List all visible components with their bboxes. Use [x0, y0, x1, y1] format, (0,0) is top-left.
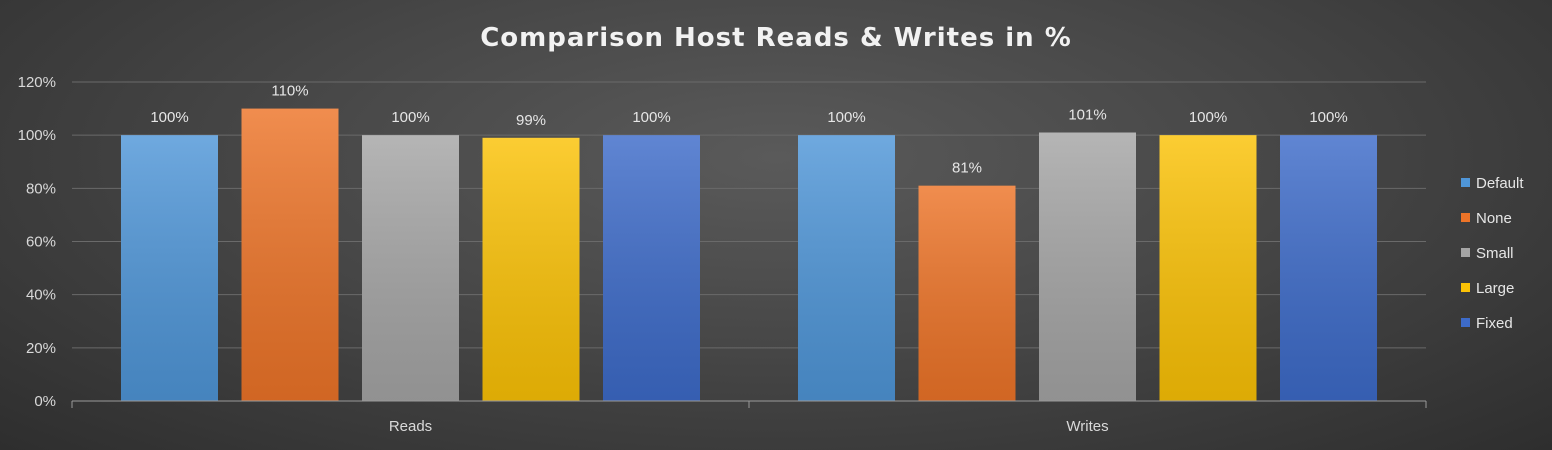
data-label: 101%	[1068, 107, 1106, 124]
y-tick-label: 40%	[26, 287, 56, 304]
data-label: 100%	[150, 109, 188, 126]
legend-swatch	[1461, 283, 1470, 292]
bar-shading	[1039, 132, 1136, 401]
data-label: 81%	[952, 160, 982, 177]
bar-shading	[121, 135, 218, 401]
bar-shading	[603, 135, 700, 401]
data-label: 100%	[632, 109, 670, 126]
y-tick-label: 80%	[26, 180, 56, 197]
legend-label: None	[1476, 210, 1512, 227]
data-label: 100%	[1309, 109, 1347, 126]
bar-shading	[1280, 135, 1377, 401]
y-tick-label: 20%	[26, 340, 56, 357]
data-labels: 100% 110% 100% 99% 100% 100% 81% 101% 100% 100%	[150, 83, 1347, 177]
data-label: 100%	[391, 109, 429, 126]
bar-shading	[362, 135, 459, 401]
data-label: 110%	[271, 83, 308, 100]
bar-shading	[482, 137, 580, 401]
chart-title: Comparison Host Reads & Writes in %	[480, 23, 1072, 53]
y-tick-label: 120%	[18, 74, 56, 91]
bar-shading	[241, 108, 339, 401]
y-tick-label: 60%	[26, 234, 56, 251]
x-category-label: Writes	[1066, 418, 1108, 435]
x-category-label: Reads	[389, 418, 432, 435]
data-label: 100%	[1189, 109, 1227, 126]
legend-swatch	[1461, 213, 1470, 222]
bar-shading	[798, 135, 895, 401]
bars	[121, 108, 1377, 401]
legend-swatch	[1461, 318, 1470, 327]
legend-swatch	[1461, 248, 1470, 257]
data-label: 99%	[516, 112, 546, 129]
bar-shading	[918, 185, 1016, 401]
legend-label: Small	[1476, 245, 1514, 262]
y-axis-ticks: 0% 20% 40% 60% 80% 100% 120%	[18, 74, 56, 410]
bar-shading	[1159, 135, 1257, 401]
legend-label: Large	[1476, 280, 1514, 297]
legend-label: Default	[1476, 175, 1524, 192]
y-tick-label: 100%	[18, 127, 56, 144]
legend: Default None Small Large Fixed	[1461, 175, 1524, 332]
x-axis: Reads Writes	[71, 400, 1427, 435]
data-label: 100%	[827, 109, 865, 126]
legend-label: Fixed	[1476, 315, 1513, 332]
legend-swatch	[1461, 178, 1470, 187]
y-tick-label: 0%	[34, 393, 56, 410]
